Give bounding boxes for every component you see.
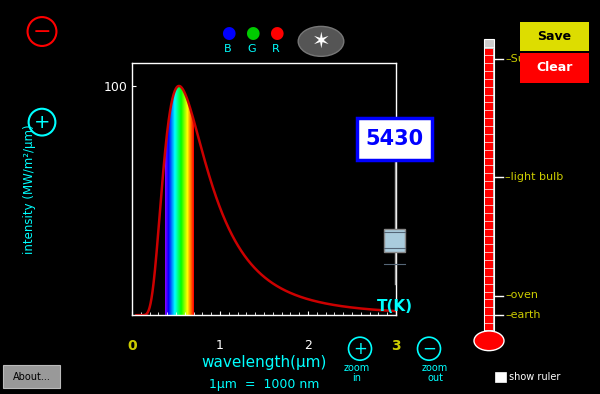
- Text: 5430: 5430: [365, 129, 424, 149]
- Text: in: in: [353, 373, 361, 383]
- Text: B: B: [224, 44, 232, 54]
- Text: wavelength(μm): wavelength(μm): [202, 355, 326, 370]
- Text: zoom: zoom: [422, 363, 448, 374]
- Text: 0: 0: [127, 339, 137, 353]
- Text: ✶: ✶: [311, 32, 331, 51]
- Text: ●: ●: [221, 24, 235, 43]
- Text: 1: 1: [216, 339, 224, 352]
- Text: 1μm  =  1000 nm: 1μm = 1000 nm: [209, 378, 319, 391]
- Text: G: G: [248, 44, 256, 54]
- Text: –oven: –oven: [505, 290, 538, 301]
- Text: Save: Save: [538, 30, 571, 43]
- Text: –light bulb: –light bulb: [505, 172, 563, 182]
- Text: intensity (MW/m²/μm): intensity (MW/m²/μm): [23, 125, 37, 254]
- Text: About...: About...: [13, 372, 51, 382]
- Text: –earth: –earth: [505, 310, 541, 320]
- Text: 2: 2: [304, 339, 312, 352]
- Text: ●: ●: [245, 24, 259, 43]
- Text: show ruler: show ruler: [509, 372, 560, 383]
- Text: 3: 3: [391, 339, 401, 353]
- Text: +: +: [353, 340, 367, 358]
- Text: out: out: [427, 373, 443, 383]
- Text: R: R: [272, 44, 280, 54]
- Text: zoom: zoom: [344, 363, 370, 374]
- Text: Clear: Clear: [536, 61, 572, 74]
- Text: ●: ●: [269, 24, 283, 43]
- Text: +: +: [34, 113, 50, 132]
- Text: T(K): T(K): [377, 299, 413, 314]
- Text: −: −: [422, 340, 436, 358]
- Text: –Sun: –Sun: [505, 54, 532, 64]
- Text: −: −: [32, 22, 52, 41]
